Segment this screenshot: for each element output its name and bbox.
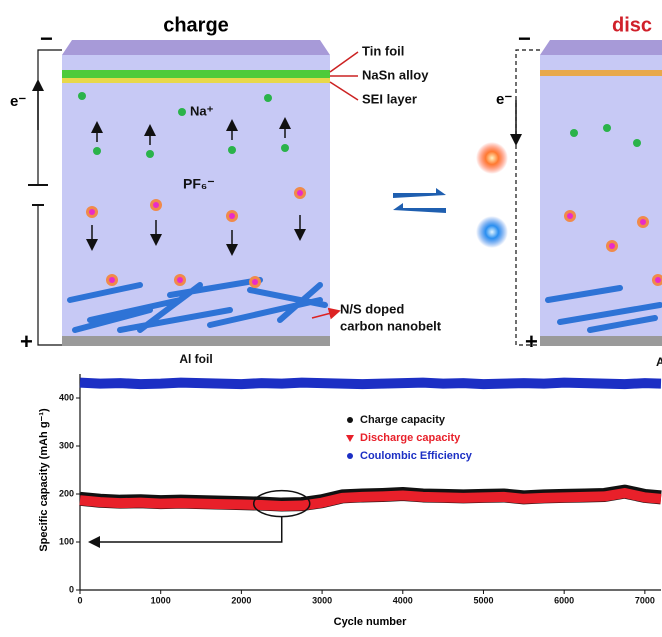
- legend-label: Coulombic Efficiency: [360, 450, 473, 462]
- minus-sign: −: [40, 26, 53, 51]
- x-tick-label: 2000: [231, 595, 251, 605]
- series-line: [79, 488, 662, 511]
- series-line: [79, 377, 662, 390]
- x-tick-label: 3000: [312, 595, 332, 605]
- label: NaSn alloy: [362, 67, 429, 82]
- legend-marker: [347, 417, 353, 423]
- legend-marker: [347, 453, 353, 459]
- y-tick-label: 200: [59, 488, 74, 498]
- annotation-arrow: [88, 516, 283, 548]
- label: PF₆⁻: [183, 176, 215, 192]
- x-tick-label: 1000: [151, 595, 171, 605]
- x-axis-label: Cycle number: [334, 616, 407, 628]
- schematic-text: charge disc Tin foil NaSn alloy SEI laye…: [10, 14, 662, 369]
- right-cell: [510, 40, 662, 346]
- label: SEI layer: [362, 91, 417, 106]
- x-tick-label: 7000: [635, 595, 655, 605]
- x-tick-label: 0: [77, 595, 82, 605]
- y-tick-label: 100: [59, 536, 74, 546]
- label: Tin foil: [362, 43, 404, 58]
- left-cell: [28, 40, 359, 346]
- label: carbon nanobelt: [340, 318, 442, 333]
- plus-sign: +: [20, 329, 33, 354]
- label: Na⁺: [190, 103, 214, 118]
- legend-marker: [346, 435, 354, 442]
- legend-label: Charge capacity: [360, 414, 446, 426]
- x-tick-label: 6000: [554, 595, 574, 605]
- x-tick-label: 4000: [393, 595, 413, 605]
- right-title: disc: [612, 14, 652, 36]
- y-tick-label: 300: [59, 440, 74, 450]
- chart: Specific capacity (mAh g⁻¹) Cycle number…: [38, 374, 662, 628]
- x-tick-label: 5000: [473, 595, 493, 605]
- label: N/S doped: [340, 301, 404, 316]
- plus-sign: +: [525, 329, 538, 354]
- label: A: [656, 355, 662, 369]
- y-tick-label: 0: [69, 584, 74, 594]
- left-title: charge: [163, 14, 229, 36]
- label: Al foil: [179, 352, 212, 366]
- minus-sign: −: [518, 26, 531, 51]
- electron: e⁻: [496, 91, 512, 108]
- middle-arrows: [393, 142, 508, 248]
- legend-label: Discharge capacity: [360, 432, 461, 444]
- y-axis-label: Specific capacity (mAh g⁻¹): [38, 408, 50, 552]
- y-tick-label: 400: [59, 392, 74, 402]
- electron: e⁻: [10, 93, 26, 110]
